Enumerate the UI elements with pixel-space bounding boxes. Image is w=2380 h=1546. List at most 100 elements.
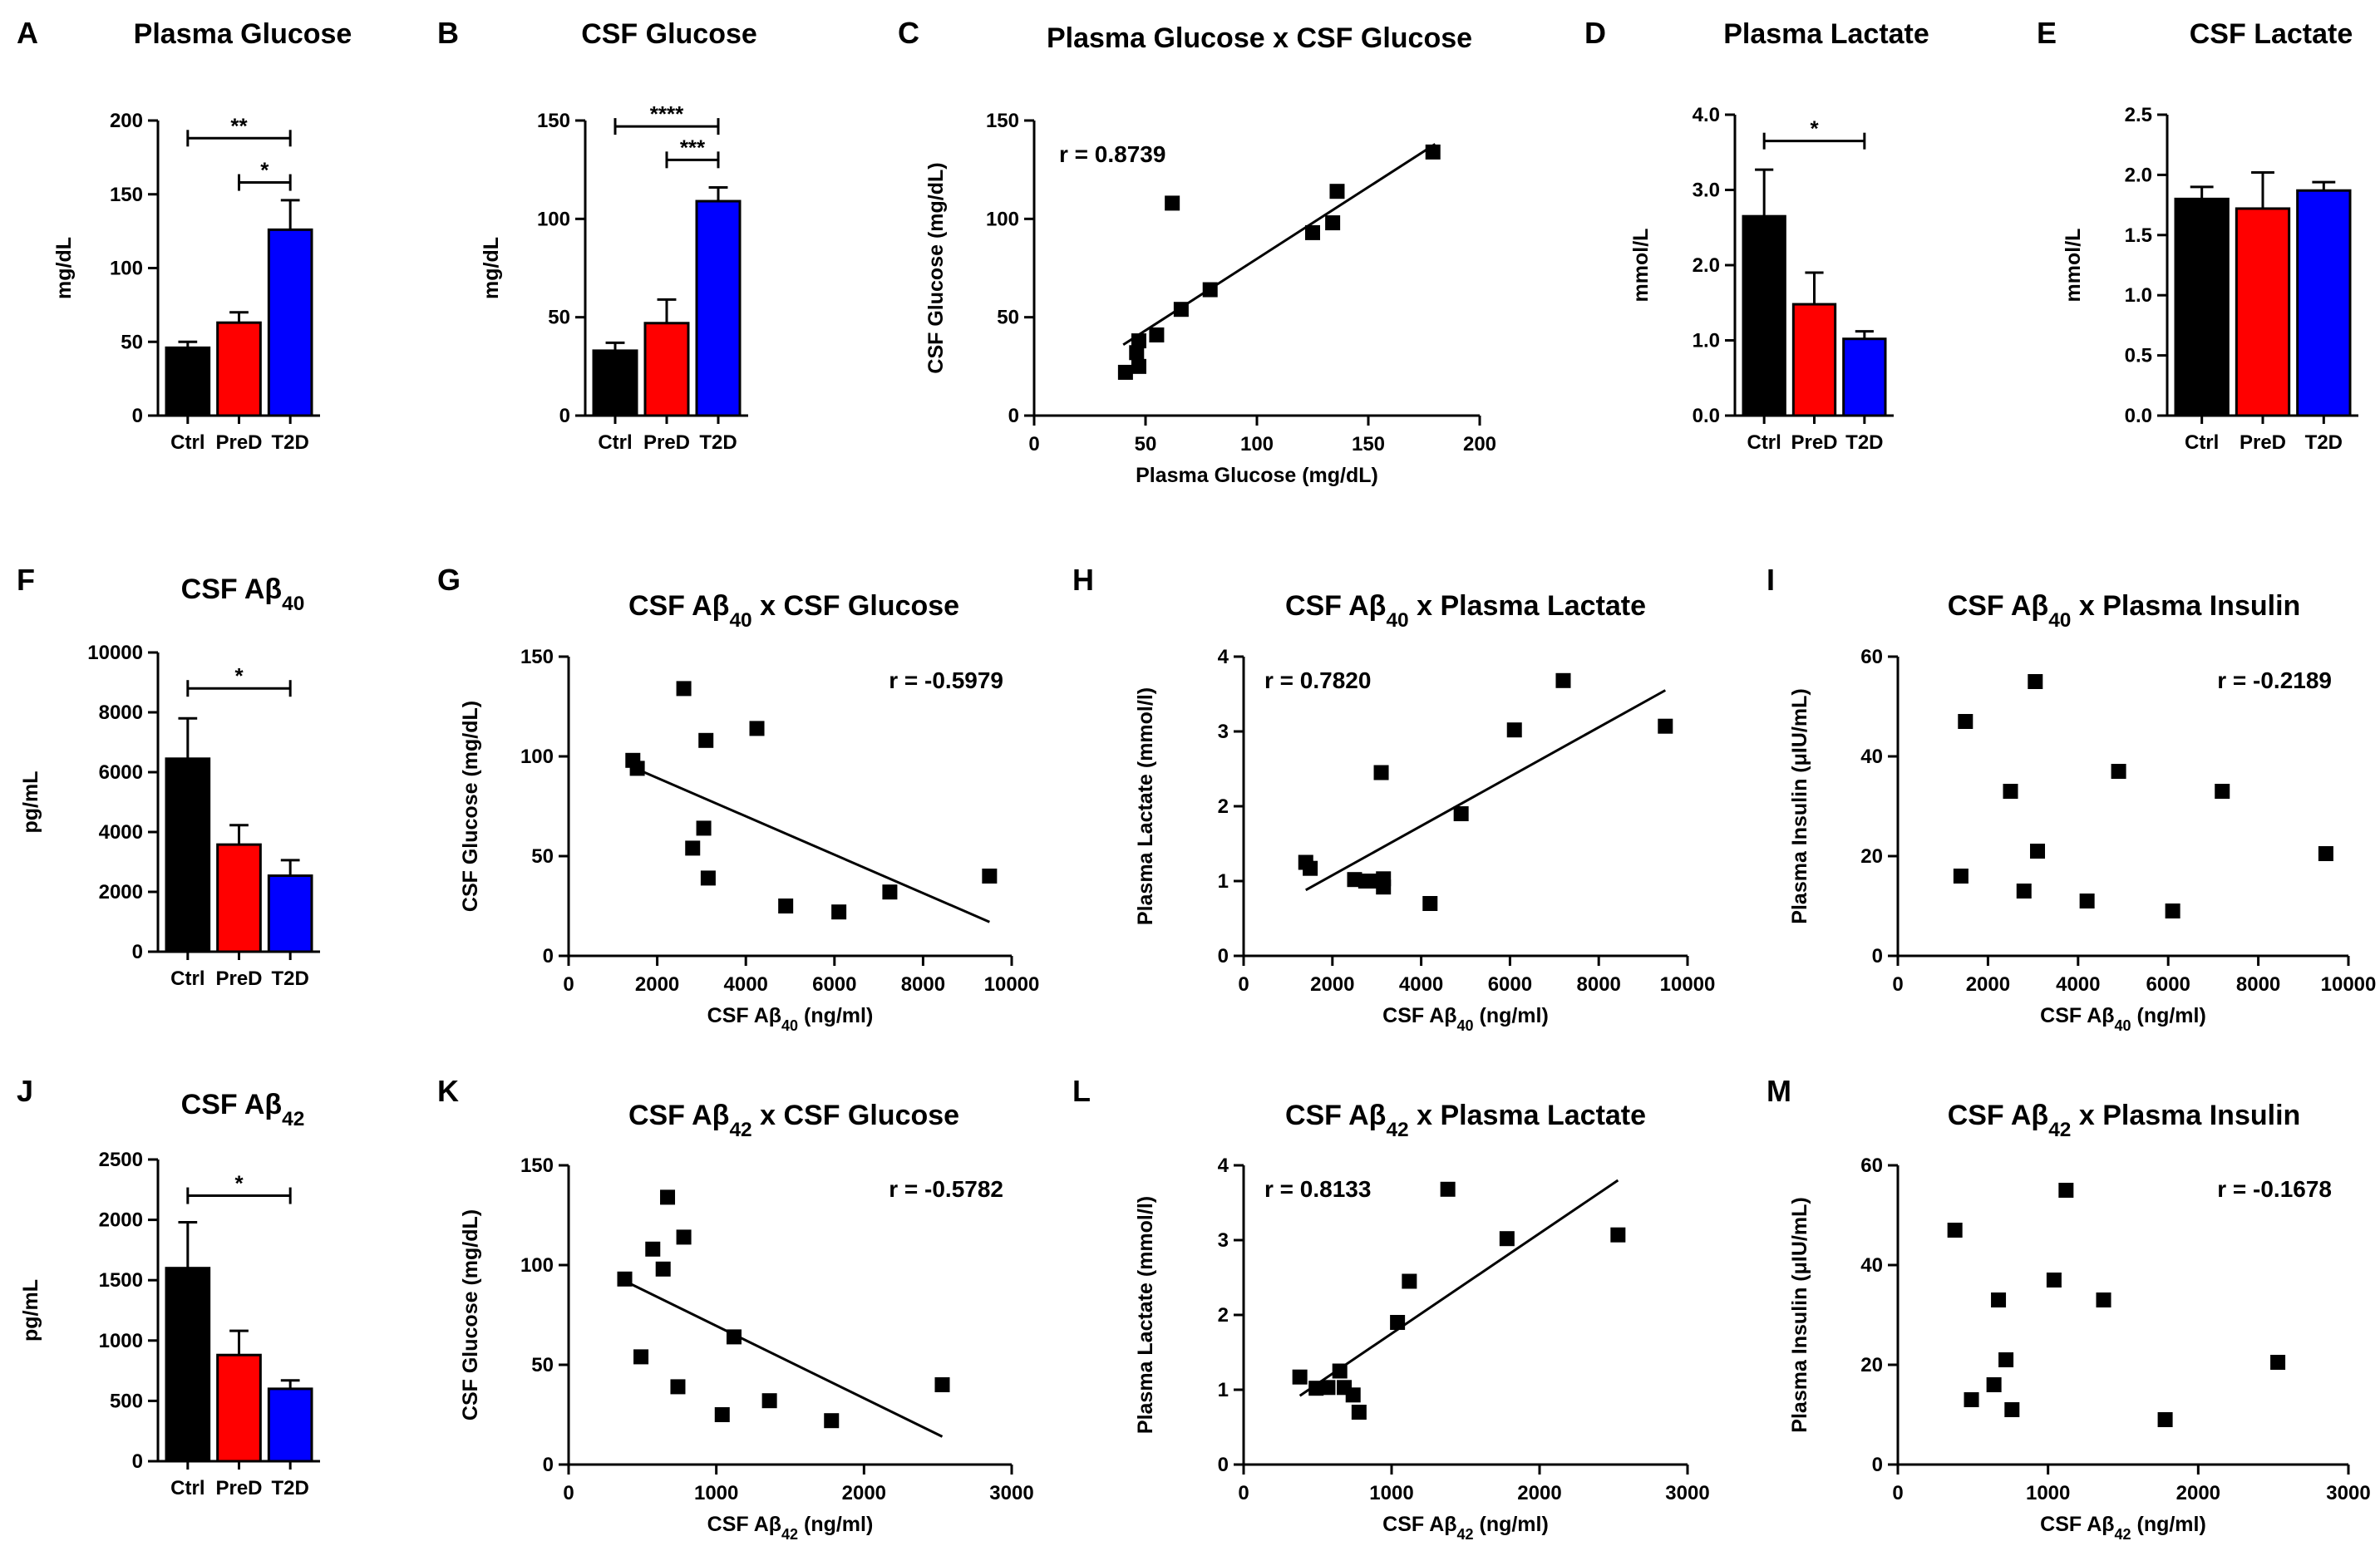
x-tick-label: 6000 [2146, 973, 2190, 996]
scatter-point [982, 869, 998, 884]
x-tick-label: Ctrl [598, 431, 632, 454]
y-tick-label: 100 [520, 746, 554, 768]
bar-ctrl [165, 346, 211, 417]
x-tick-label: T2D [1845, 431, 1883, 454]
scatter-point [1986, 1377, 2002, 1392]
y-tick-label: 0.0 [1693, 405, 1720, 427]
y-tick-label: 1000 [99, 1330, 143, 1352]
panel-label: H [1072, 563, 1094, 597]
chart-title: CSF Glucose [581, 18, 757, 50]
y-tick-label: 1 [1218, 870, 1229, 893]
panel-label: D [1584, 16, 1606, 50]
x-tick-label: 3000 [989, 1482, 1033, 1504]
panel-label: M [1767, 1074, 1791, 1108]
scatter-point [761, 1393, 777, 1409]
x-tick-label: 1000 [694, 1482, 738, 1504]
scatter-point [882, 884, 898, 900]
scatter-point [1991, 1292, 2007, 1307]
scatter-point [655, 1261, 671, 1277]
chart-title-main: CSF Aβ [181, 1089, 283, 1120]
scatter-point [1305, 224, 1320, 240]
panel-label: G [437, 563, 461, 597]
y-tick-label: 1500 [99, 1269, 143, 1292]
x-tick-label: 2000 [842, 1482, 886, 1504]
scatter-point [1658, 718, 1673, 734]
scatter-point [1373, 765, 1389, 780]
significance-label: * [260, 158, 269, 183]
y-tick-label: 1.5 [2125, 224, 2152, 247]
regression-line [1305, 689, 1667, 892]
bar-ctrl [592, 349, 638, 417]
y-tick-label: 0 [132, 405, 143, 427]
x-tick-label: Ctrl [170, 431, 204, 454]
x-tick-label: 8000 [1577, 973, 1621, 996]
scatter-point [2004, 1402, 2020, 1417]
bar-t2d [2296, 189, 2352, 417]
y-tick-label: 60 [1860, 1155, 1883, 1177]
chart-title-main: CSF Aβ [1285, 1100, 1387, 1131]
y-tick-label: 1 [1218, 1379, 1229, 1401]
panel-F: F CSF Aβ40 0 2000 4000 6000 8000 10000 pg/mL Ctrl… [17, 563, 320, 990]
scatter-point [2157, 1412, 2173, 1427]
significance-label: **** [650, 101, 684, 126]
y-axis-label: Plasma Lactate (mmol/l) [1134, 687, 1157, 925]
x-axis-label-rest: (ng/ml) [1474, 1513, 1549, 1536]
scatter-point [1964, 1392, 1979, 1407]
x-tick-label: T2D [271, 967, 308, 990]
chart-title-rest: x CSF Glucose [752, 590, 959, 622]
x-tick-label: 0 [1238, 973, 1249, 996]
panel-label: I [1767, 563, 1775, 597]
scatter-point [934, 1377, 950, 1392]
chart-title-sub: 42 [282, 1108, 304, 1130]
y-tick-label: 1.0 [2125, 284, 2152, 307]
chart-title: CSF Aβ40 x Plasma Lactate [1285, 590, 1646, 632]
scatter-point [726, 1329, 742, 1345]
y-tick-label: 100 [986, 208, 1019, 230]
y-tick-label: 20 [1860, 1354, 1883, 1376]
chart-title-main: CSF Aβ [628, 1100, 730, 1131]
scatter-point [1117, 364, 1133, 380]
x-axis-label-main: CSF Aβ [1382, 1004, 1456, 1027]
y-tick-label: 2500 [99, 1149, 143, 1171]
scatter-point [714, 1407, 730, 1422]
x-axis-label-rest: (ng/ml) [798, 1513, 873, 1536]
chart-title-main: Plasma Glucose x CSF Glucose [1047, 22, 1472, 54]
scatter-point [1303, 860, 1318, 876]
x-axis-label-main: CSF Aβ [2040, 1513, 2114, 1536]
chart-title-rest: x Plasma Insulin [2071, 590, 2300, 622]
scatter-point [1453, 806, 1469, 821]
x-axis-label-sub: 42 [1457, 1526, 1474, 1543]
scatter-point [1947, 1223, 1963, 1238]
x-axis-label-sub: 40 [1457, 1017, 1474, 1034]
regression-line [1298, 1179, 1619, 1397]
scatter-point [1308, 1381, 1324, 1396]
chart-title-main: CSF Aβ [181, 574, 283, 605]
chart-title: Plasma Glucose x CSF Glucose [1047, 22, 1472, 54]
x-axis-label-sub: 42 [2115, 1526, 2131, 1543]
scatter-point [1402, 1273, 1417, 1289]
x-axis-label: CSF Aβ42 (ng/ml) [1382, 1513, 1549, 1543]
scatter-point [2058, 1183, 2074, 1198]
panel-label: E [2037, 16, 2057, 50]
chart-title-rest: x Plasma Lactate [1409, 1100, 1646, 1131]
y-tick-label: 50 [548, 307, 570, 329]
scatter-point [676, 681, 692, 697]
y-tick-label: 1.0 [1693, 330, 1720, 352]
x-tick-label: PreD [1791, 431, 1837, 454]
significance-label: * [1810, 116, 1819, 141]
regression-line [623, 1279, 944, 1438]
scatter-point [1351, 1405, 1367, 1420]
y-tick-label: 100 [537, 208, 570, 230]
y-tick-label: 2.5 [2125, 104, 2152, 126]
x-tick-label: T2D [271, 1477, 308, 1499]
y-tick-label: 4.0 [1693, 104, 1720, 126]
scatter-point [1325, 215, 1341, 231]
y-tick-label: 40 [1860, 1254, 1883, 1277]
scatter-point [2096, 1292, 2111, 1307]
chart-title: CSF Aβ40 x CSF Glucose [628, 590, 959, 632]
scatter-point [1202, 282, 1218, 298]
y-tick-label: 0.0 [2125, 405, 2152, 427]
